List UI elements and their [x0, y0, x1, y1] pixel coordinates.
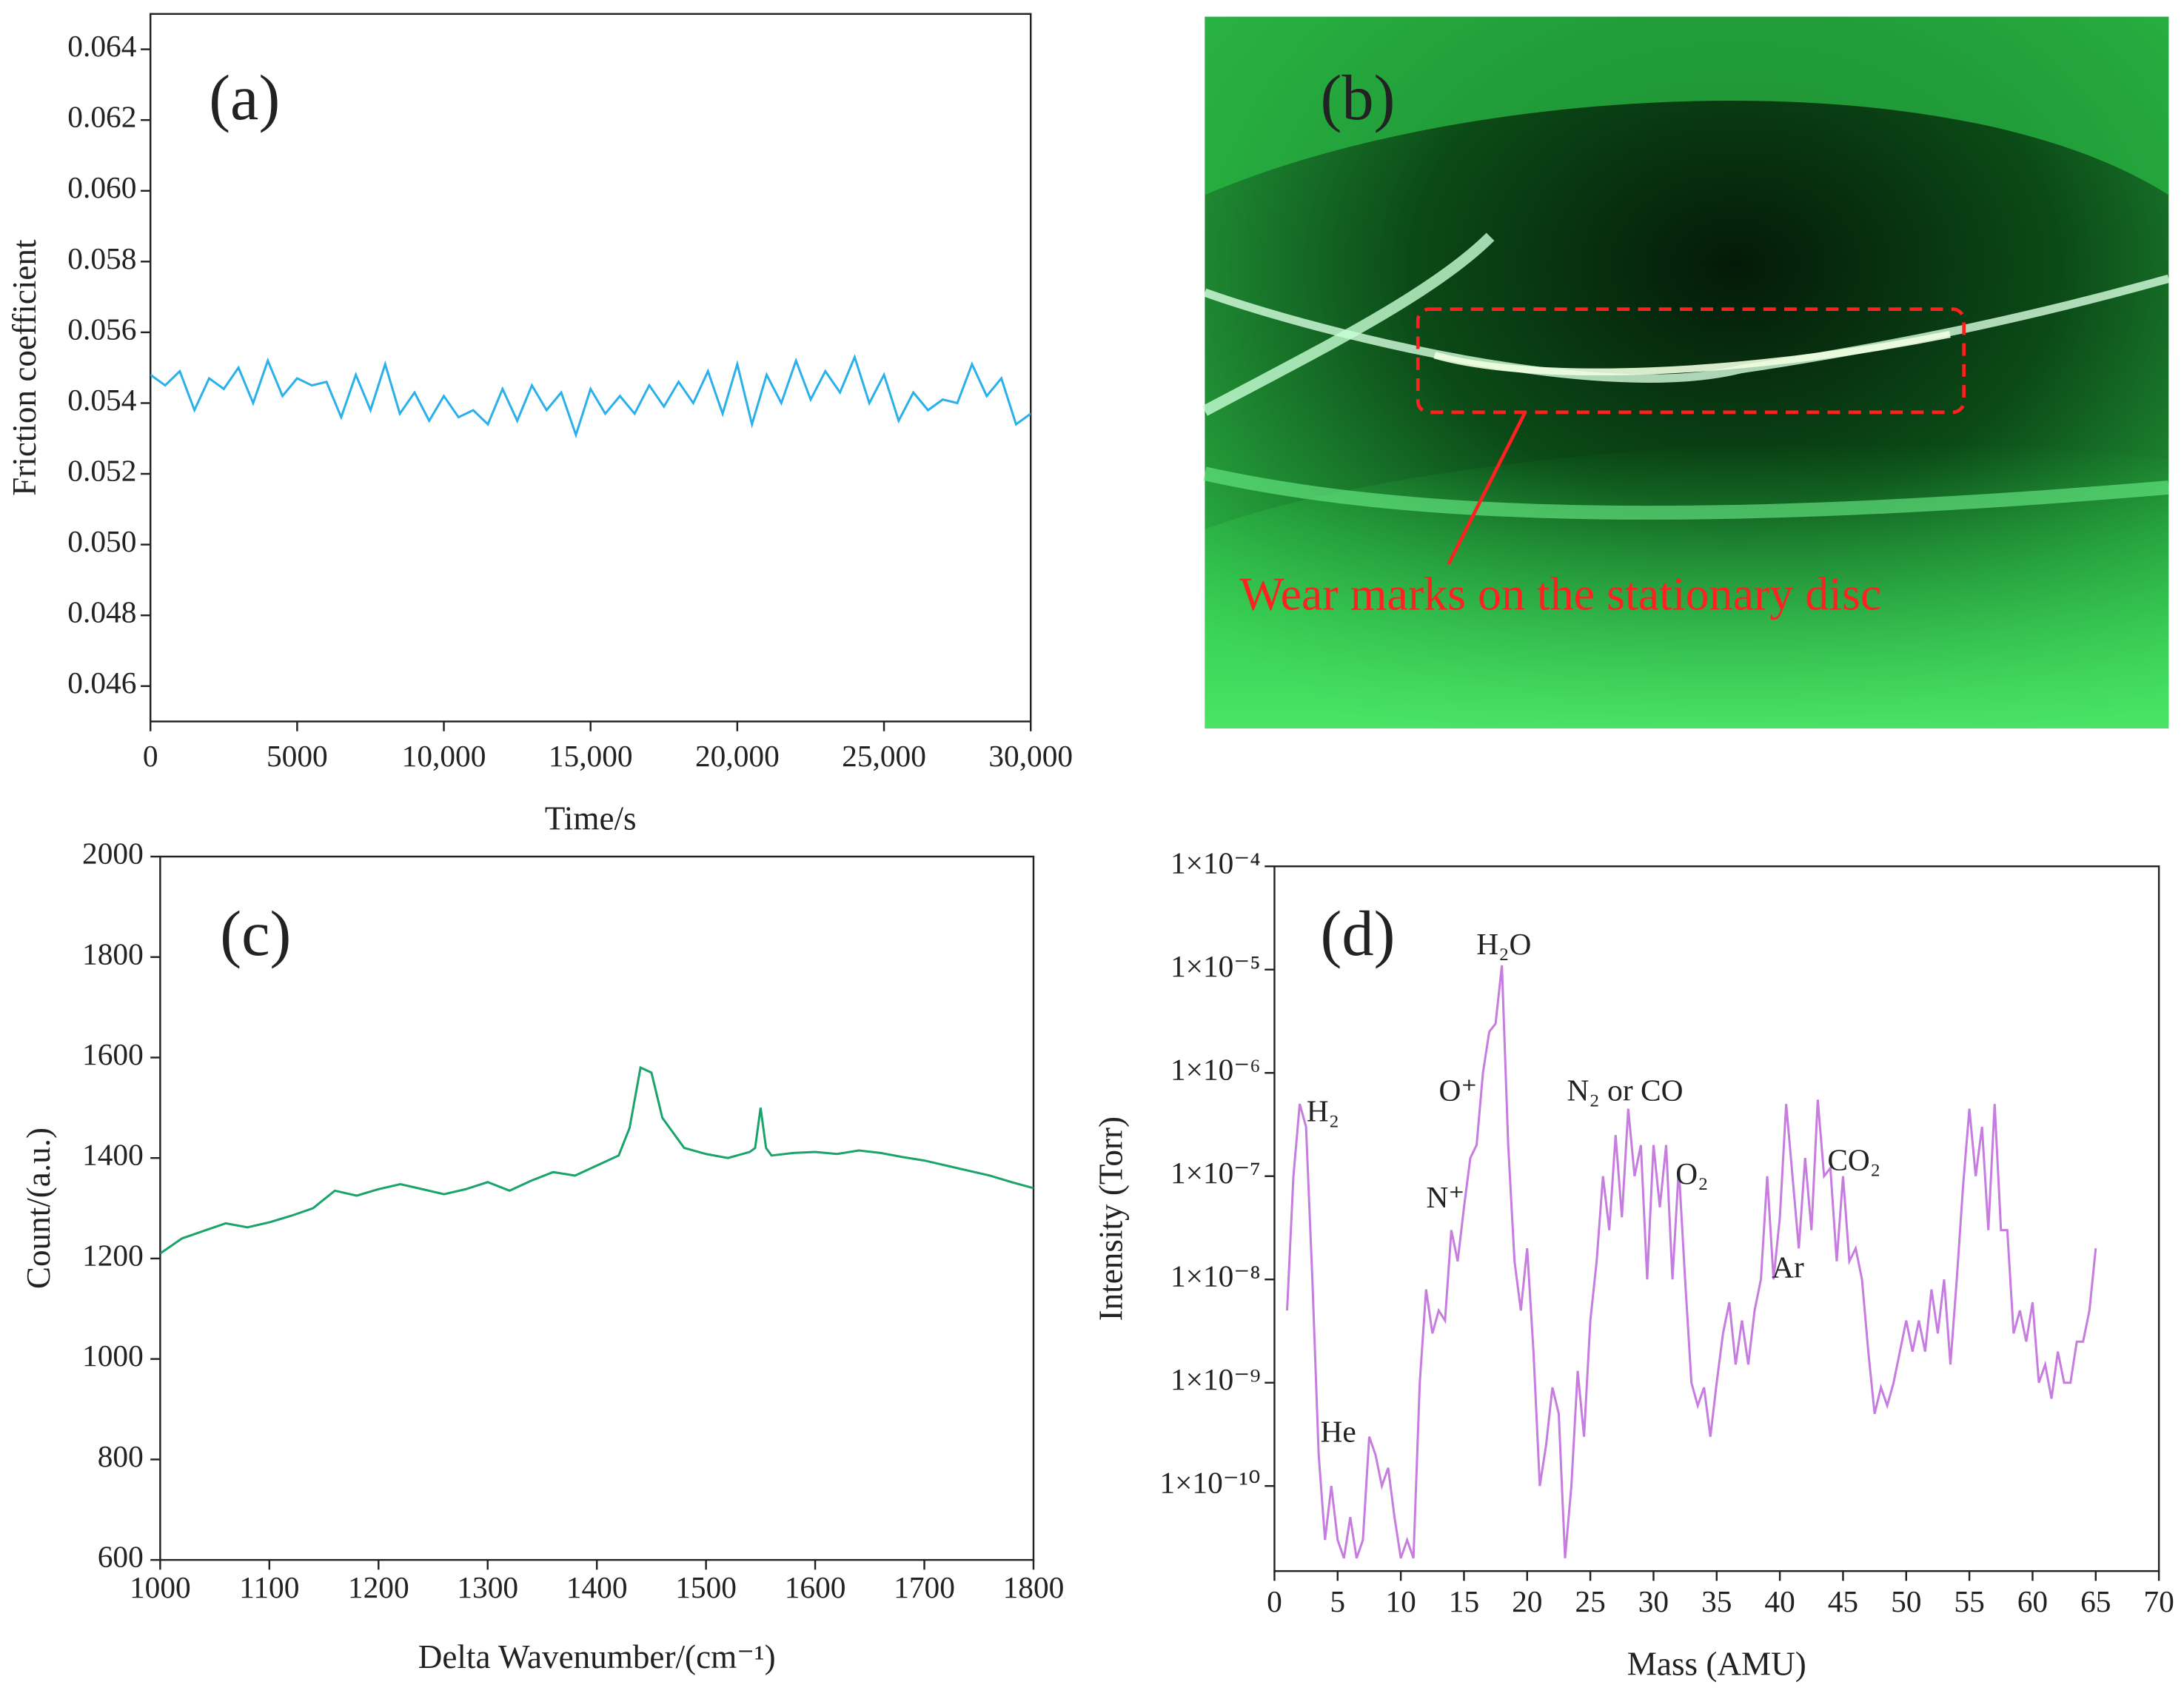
panel-label: (d) — [1321, 898, 1396, 969]
y-tick-label: 1200 — [82, 1238, 144, 1272]
peak-annotation: H₂ — [1307, 1094, 1339, 1128]
x-tick-label: 1400 — [566, 1570, 628, 1604]
y-tick-label: 0.046 — [67, 666, 136, 700]
peak-annotation: CO₂ — [1827, 1142, 1880, 1176]
disc-edge — [1203, 466, 2170, 520]
chart: 1000 1100 1200 1300 1400 1500 1600 1700 1800 600 8… — [20, 837, 1065, 1675]
y-tick-label: 0.048 — [67, 595, 136, 629]
peak-annotation: O₂ — [1675, 1156, 1708, 1190]
x-tick-label: 10,000 — [402, 739, 486, 773]
y-tick-label: 0.058 — [67, 241, 136, 275]
photo-annotation: Wear marks on the stationary disc — [1239, 568, 1881, 620]
x-tick-label: 35 — [1701, 1584, 1732, 1618]
y-tick-label: 0.062 — [67, 100, 136, 134]
y-tick-label: 1×10⁻¹⁰ — [1159, 1466, 1260, 1500]
x-tick-label: 1700 — [894, 1570, 955, 1604]
y-axis-title: Count/(a.u.) — [20, 1128, 57, 1289]
y-tick-label: 1×10⁻⁴ — [1170, 846, 1261, 880]
x-tick-label: 45 — [1828, 1584, 1858, 1618]
x-axis-title: Mass (AMU) — [1627, 1645, 1806, 1682]
photo-highlight — [1205, 443, 2169, 728]
x-tick-label: 60 — [2017, 1584, 2048, 1618]
y-tick-label: 800 — [98, 1439, 144, 1473]
y-tick-label: 0.054 — [67, 383, 136, 417]
panel-label: (a) — [209, 62, 280, 133]
y-tick-label: 1×10⁻⁹ — [1170, 1362, 1261, 1396]
wear-track — [1433, 330, 1951, 376]
x-tick-label: 40 — [1764, 1584, 1795, 1618]
y-tick-label: 0.052 — [67, 454, 136, 488]
data-line — [150, 353, 1031, 439]
chart: 0 5000 10,000 15,000 20,000 25,000 30,000 0.046… — [6, 13, 1073, 837]
x-tick-label: 0 — [143, 739, 158, 773]
x-tick-label: 55 — [1954, 1584, 1984, 1618]
photo-panel: Wear marks on the stationary disc (b) — [1202, 16, 2170, 728]
x-tick-label: 1200 — [348, 1570, 409, 1604]
y-axis-title: Friction coefficient — [6, 239, 43, 496]
y-axis-title: Intensity (Torr) — [1092, 1116, 1129, 1321]
x-tick-label: 1800 — [1003, 1570, 1065, 1604]
x-tick-label: 20 — [1512, 1584, 1542, 1618]
x-tick-label: 10 — [1385, 1584, 1416, 1618]
y-tick-label: 1000 — [82, 1339, 144, 1373]
y-tick-label: 1×10⁻⁵ — [1170, 949, 1261, 983]
data-line — [1286, 965, 2097, 1559]
x-tick-label: 25 — [1575, 1584, 1605, 1618]
peak-annotation: H₂O — [1476, 927, 1531, 961]
plot-frame — [149, 13, 1032, 723]
panel-label: (c) — [220, 898, 291, 969]
x-axis-title: Time/s — [545, 800, 637, 837]
x-tick-label: 1500 — [675, 1570, 737, 1604]
highlight-box — [1416, 307, 1966, 415]
y-tick-label: 0.056 — [67, 312, 136, 346]
y-tick-label: 0.050 — [67, 524, 136, 558]
y-tick-label: 600 — [98, 1540, 144, 1574]
photo-highlight — [1205, 16, 2169, 195]
panel-label: (b) — [1321, 62, 1396, 133]
x-tick-label: 5 — [1330, 1584, 1345, 1618]
y-tick-label: 1×10⁻⁷ — [1170, 1156, 1261, 1190]
x-tick-label: 25,000 — [842, 739, 926, 773]
x-tick-label: 15,000 — [549, 739, 633, 773]
x-tick-label: 65 — [2080, 1584, 2111, 1618]
x-tick-label: 70 — [2143, 1584, 2174, 1618]
x-tick-label: 1600 — [785, 1570, 846, 1604]
peak-annotation: O⁺ — [1438, 1073, 1477, 1107]
y-tick-label: 1×10⁻⁸ — [1170, 1259, 1261, 1293]
y-tick-label: 1600 — [82, 1037, 144, 1071]
y-tick-label: 1400 — [82, 1138, 144, 1172]
peak-annotation: N⁺ — [1427, 1180, 1465, 1214]
x-tick-label: 5000 — [267, 739, 328, 773]
x-tick-label: 1000 — [130, 1570, 191, 1604]
y-tick-label: 1×10⁻⁶ — [1170, 1053, 1261, 1087]
x-tick-label: 15 — [1449, 1584, 1479, 1618]
plot-frame — [1273, 865, 2160, 1572]
x-tick-label: 1100 — [239, 1570, 299, 1604]
x-tick-label: 50 — [1891, 1584, 1921, 1618]
x-tick-label: 20,000 — [695, 739, 780, 773]
y-tick-label: 1800 — [82, 937, 144, 971]
x-tick-label: 30 — [1638, 1584, 1669, 1618]
chart: 0 5 10 15 20 25 30 35 40 45 50 55 60 65 70 1×10⁻¹⁰ 1×10⁻… — [1092, 846, 2174, 1683]
disc-edge — [1202, 232, 1495, 416]
peak-annotation: Ar — [1772, 1250, 1804, 1284]
x-axis-title: Delta Wavenumber/(cm⁻¹) — [418, 1638, 776, 1675]
x-tick-label: 1300 — [457, 1570, 518, 1604]
y-tick-label: 2000 — [82, 837, 144, 871]
pointer-line — [1447, 411, 1527, 566]
x-tick-label: 30,000 — [988, 739, 1073, 773]
x-tick-label: 0 — [1267, 1584, 1282, 1618]
peak-annotation: N₂ or CO — [1567, 1073, 1684, 1107]
y-tick-label: 0.060 — [67, 170, 136, 204]
data-line — [160, 1065, 1034, 1255]
peak-annotation: He — [1321, 1414, 1356, 1448]
y-tick-label: 0.064 — [67, 29, 136, 63]
